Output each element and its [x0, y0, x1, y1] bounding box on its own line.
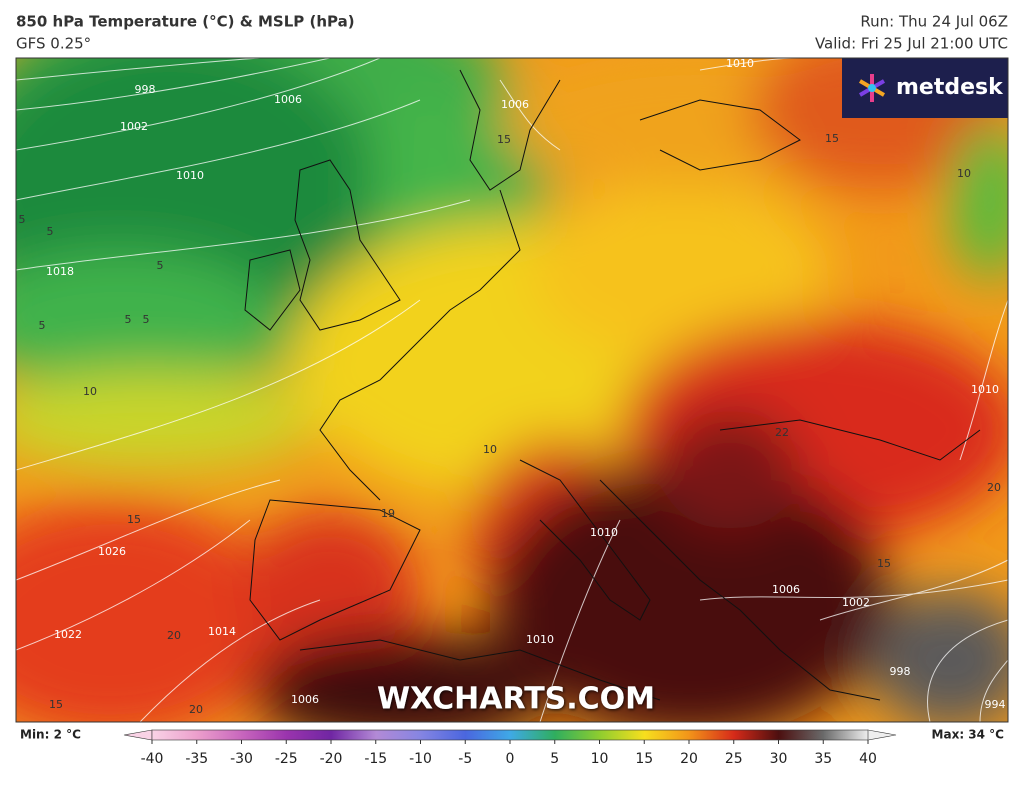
- valid-time: Valid: Fri 25 Jul 21:00 UTC: [815, 35, 1008, 53]
- colorbar-tick-label: -20: [320, 751, 343, 767]
- map-frame: [15, 57, 1009, 723]
- temperature-label: 15: [825, 132, 839, 145]
- colorbar-tick-label: -30: [230, 751, 253, 767]
- watermark: WXCHARTS.COM: [377, 682, 655, 717]
- temperature-label: 15: [127, 513, 141, 526]
- colorbar-tick-label: -40: [141, 751, 164, 767]
- colorbar-tick-label: 40: [859, 751, 877, 767]
- colorbar-tick-label: 5: [550, 751, 559, 767]
- temperature-label: 5: [39, 319, 46, 332]
- isobar-label: 1006: [291, 693, 319, 706]
- temperature-label: 15: [877, 557, 891, 570]
- colorbar-low-end: [123, 729, 153, 741]
- isobar-label: 1002: [120, 120, 148, 133]
- isobar-label: 1010: [971, 383, 999, 396]
- isobar-label: 998: [135, 83, 156, 96]
- colorbar-segment: [823, 730, 869, 740]
- isobar-label: 1022: [54, 628, 82, 641]
- isobar-label: 994: [985, 698, 1006, 711]
- temperature-label: 15: [497, 133, 511, 146]
- coastlines: [244, 69, 981, 701]
- temperature-label: 5: [47, 225, 54, 238]
- colorbar-segment: [420, 730, 466, 740]
- colorbar-tick-label: 10: [591, 751, 609, 767]
- colorbar-tick-label: -5: [458, 751, 472, 767]
- colorbar-segment: [689, 730, 735, 740]
- temperature-label: 5: [157, 259, 164, 272]
- colorbar-segment: [644, 730, 690, 740]
- colorbar-tick-label: -10: [409, 751, 432, 767]
- isobar-label: 1018: [46, 265, 74, 278]
- colorbar-segment: [196, 730, 242, 740]
- colorbar-segment: [733, 730, 779, 740]
- colorbar-tick-label: 0: [506, 751, 515, 767]
- temperature-label: 5: [125, 313, 132, 326]
- colorbar-segment: [778, 730, 824, 740]
- isobars: [16, 58, 1008, 722]
- run-time: Run: Thu 24 Jul 06Z: [860, 13, 1008, 31]
- temperature-label: 10: [957, 167, 971, 180]
- colorbar-segment: [286, 730, 332, 740]
- temperature-label: 10: [483, 443, 497, 456]
- temperature-label: 19: [381, 507, 395, 520]
- temperature-label: 10: [83, 385, 97, 398]
- colorbar-segment: [465, 730, 511, 740]
- isobar-label: 1006: [772, 583, 800, 596]
- model: GFS 0.25°: [16, 35, 91, 53]
- colorbar-tick-label: -35: [185, 751, 208, 767]
- colorbar-segment: [241, 730, 287, 740]
- isobar-label: 1006: [274, 93, 302, 106]
- isobar-label: 1010: [176, 169, 204, 182]
- temperature-label: 5: [143, 313, 150, 326]
- colorbar-tick-label: -25: [275, 751, 298, 767]
- colorbar-high-end: [867, 729, 897, 741]
- brand-icon: [858, 74, 886, 102]
- isobar-label: 1010: [590, 526, 618, 539]
- temperature-label: 20: [167, 629, 181, 642]
- temperature-label: 15: [49, 698, 63, 711]
- isobar-label: 998: [890, 665, 911, 678]
- colorbar-segment: [152, 730, 198, 740]
- colorbar: -40 -35 -30 -25 -20 -15 -10 -5 0 5 10 15 20 25 30 35 40: [123, 729, 897, 767]
- colorbar-segment: [554, 730, 600, 740]
- brand: metdesk: [896, 75, 1004, 100]
- isobar-label: 1002: [842, 596, 870, 609]
- colorbar-segment: [510, 730, 556, 740]
- colorbar-tick-label: 25: [725, 751, 743, 767]
- isobar-label: 1026: [98, 545, 126, 558]
- temperature-label: 22: [775, 426, 789, 439]
- isobar-label: 1010: [726, 57, 754, 70]
- colorbar-tick-label: 30: [770, 751, 788, 767]
- colorbar-segment: [331, 730, 377, 740]
- max-label: Max: 34 °C: [932, 728, 1005, 742]
- colorbar-tick-label: -15: [364, 751, 387, 767]
- min-label: Min: 2 °C: [20, 728, 81, 742]
- temperature-label: 20: [987, 481, 1001, 494]
- colorbar-segment: [375, 730, 421, 740]
- temperature-label: 5: [19, 213, 26, 226]
- isobar-label: 1014: [208, 625, 236, 638]
- colorbar-tick-label: 20: [680, 751, 698, 767]
- colorbar-segment: [599, 730, 645, 740]
- isobar-label: 1006: [501, 98, 529, 111]
- colorbar-tick-label: 35: [814, 751, 832, 767]
- isobar-label: 1010: [526, 633, 554, 646]
- temperature-field: [16, 58, 1008, 722]
- temperature-label: 20: [189, 703, 203, 716]
- title: 850 hPa Temperature (°C) & MSLP (hPa): [16, 13, 355, 31]
- colorbar-tick-label: 15: [635, 751, 653, 767]
